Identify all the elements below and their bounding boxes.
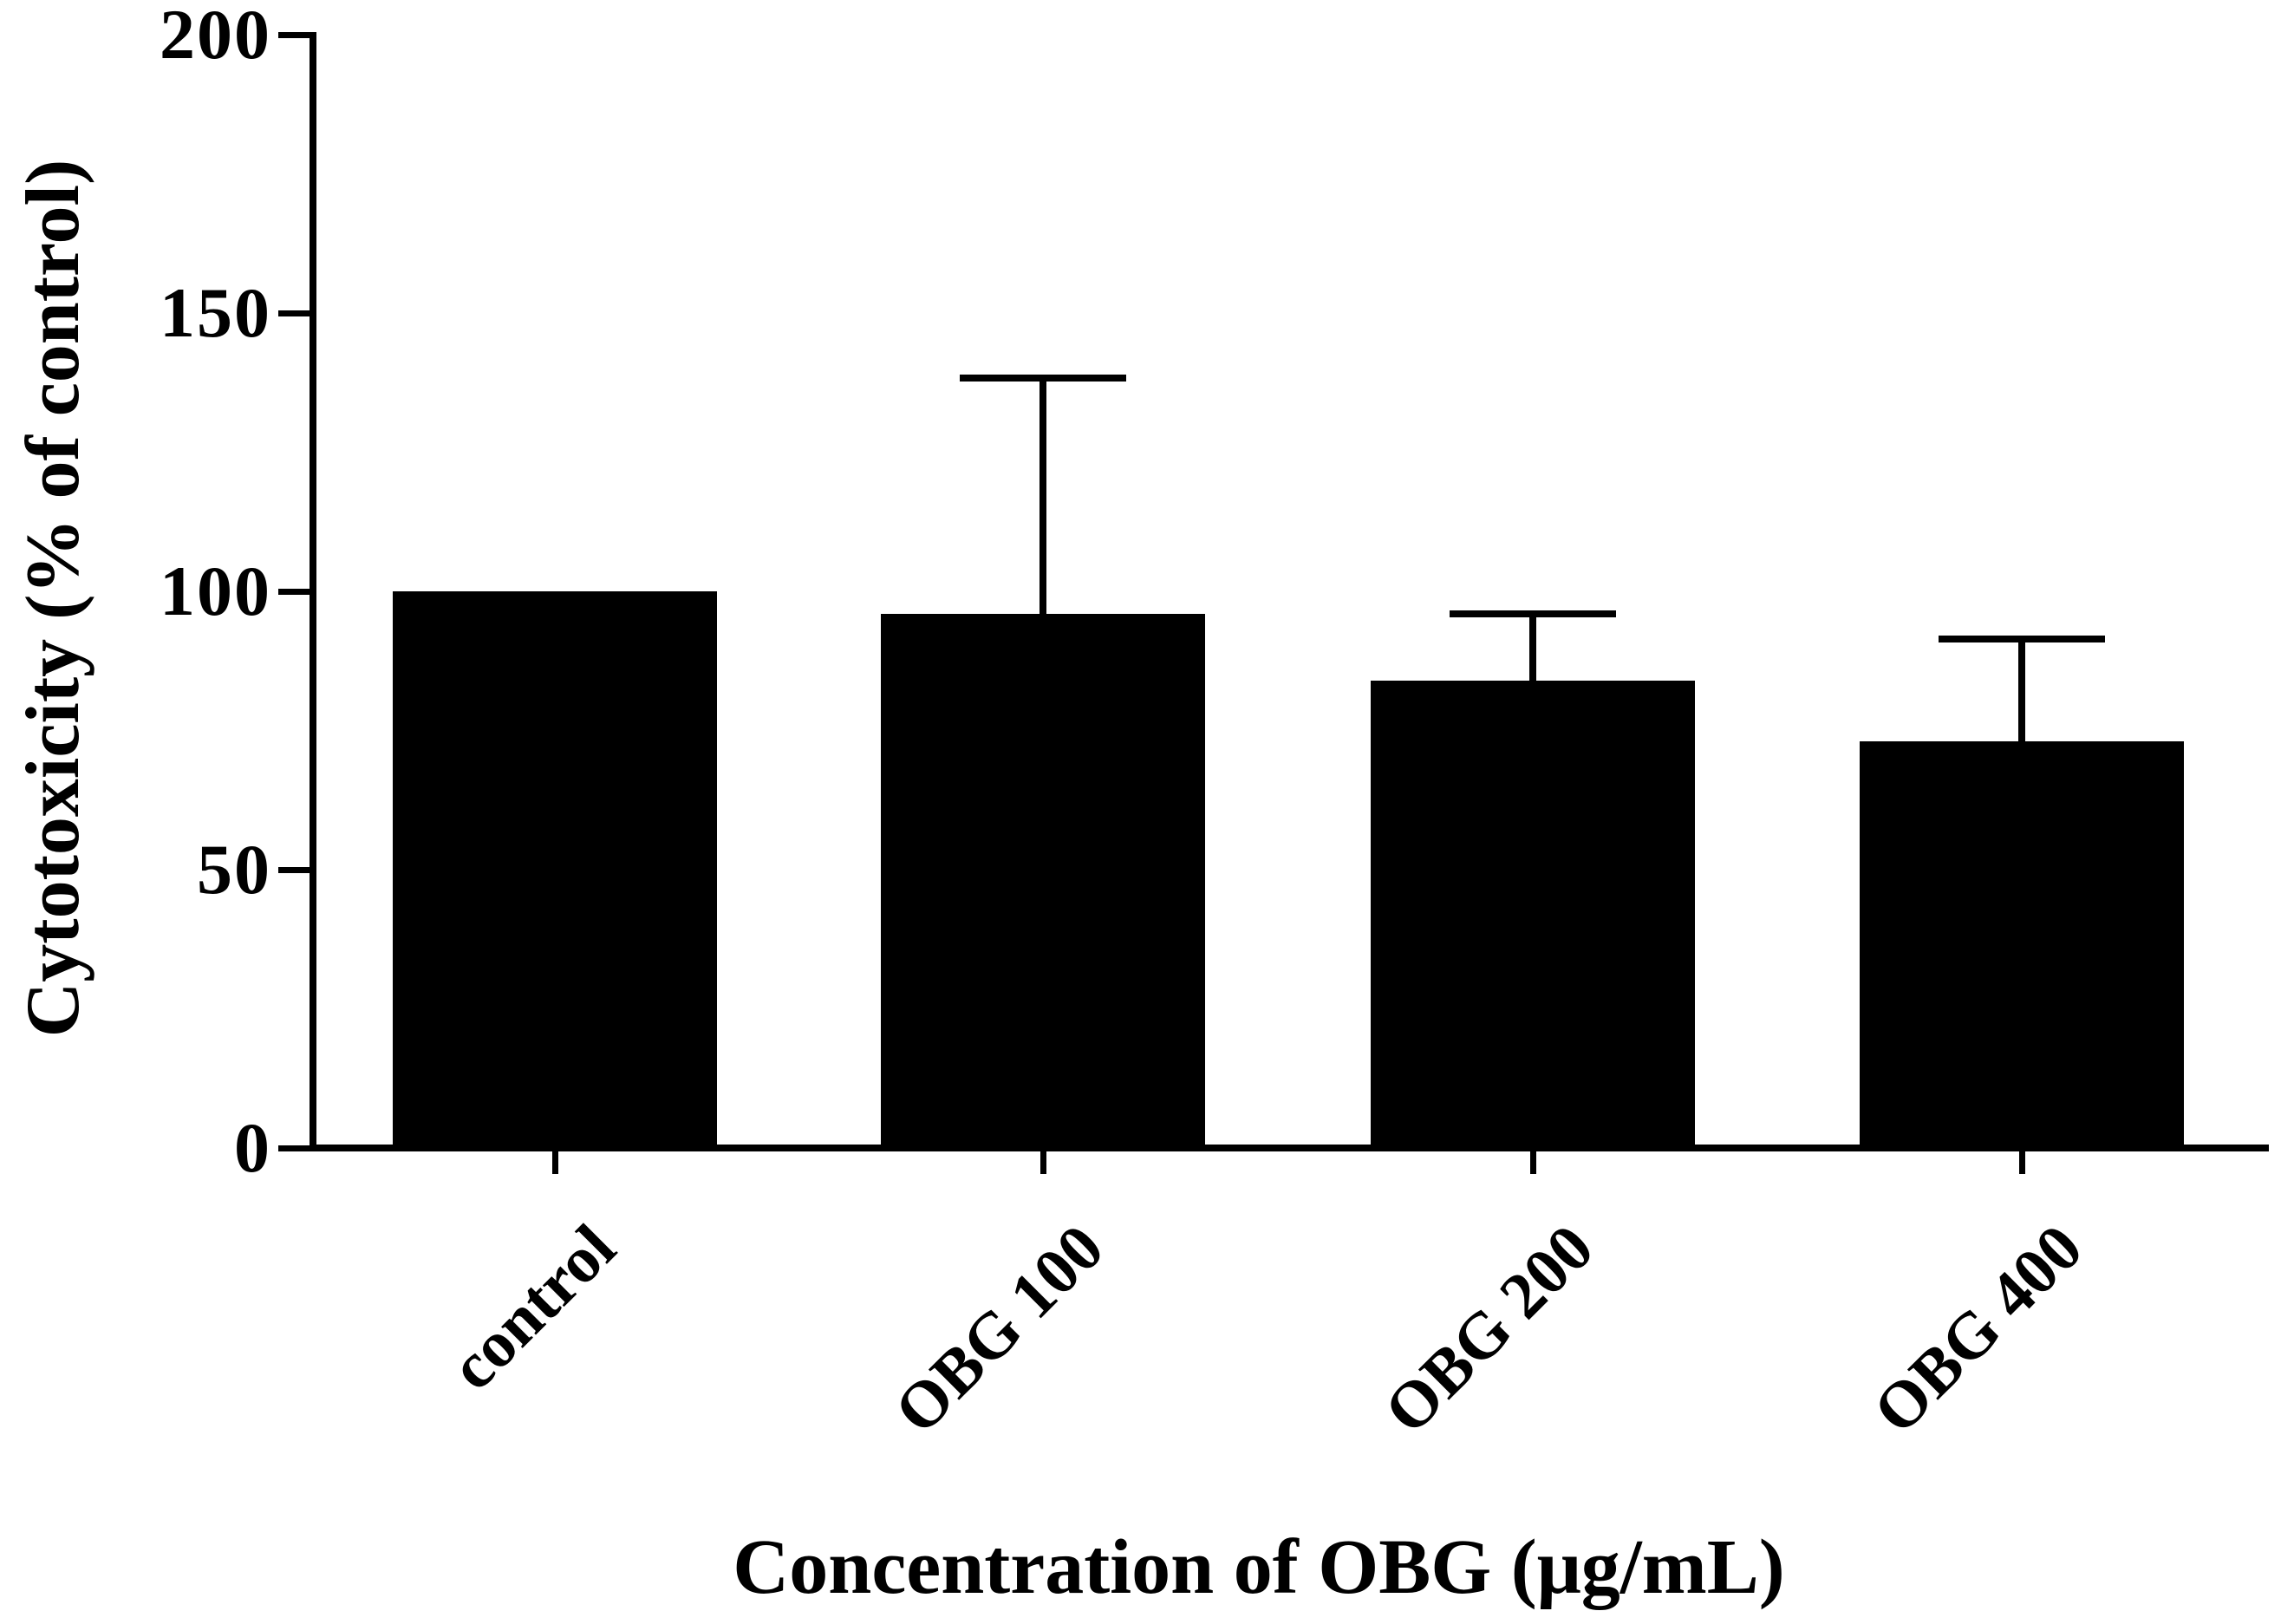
x-axis-title: Concentration of OBG (μg/mL) [733,1524,1785,1610]
x-tick [2019,1151,2025,1174]
bar-obg-400 [1860,741,2184,1148]
error-bar-stem [2018,636,2025,742]
error-bar-cap [960,374,1126,382]
y-axis-line [310,32,316,1151]
y-axis-title: Cytotoxicity (% of control) [11,159,95,1038]
bar-obg-200 [1371,680,1695,1148]
y-tick [278,32,310,38]
y-tick [278,310,310,316]
x-tick-label: OBG 200 [1371,1210,1607,1448]
y-tick-label: 100 [160,551,271,630]
x-tick-label: OBG 100 [881,1210,1118,1448]
error-bar-stem [1039,374,1046,614]
y-tick [278,867,310,873]
x-tick [552,1151,558,1174]
error-bar-stem [1529,610,1536,681]
bar-obg-100 [881,613,1205,1148]
y-tick [278,589,310,595]
y-tick-label: 150 [160,273,271,352]
error-bar-cap [1939,636,2105,643]
x-axis-line [310,1145,2269,1151]
x-tick-label: control [436,1210,629,1405]
y-tick-label: 0 [234,1108,271,1187]
y-tick-label: 200 [160,0,271,74]
x-tick [1530,1151,1536,1174]
bar-control [393,591,717,1148]
y-tick [278,1145,310,1151]
error-bar-cap [1450,610,1616,618]
x-tick [1040,1151,1046,1174]
x-tick-label: OBG 400 [1860,1210,2096,1448]
y-tick-label: 50 [197,830,271,909]
